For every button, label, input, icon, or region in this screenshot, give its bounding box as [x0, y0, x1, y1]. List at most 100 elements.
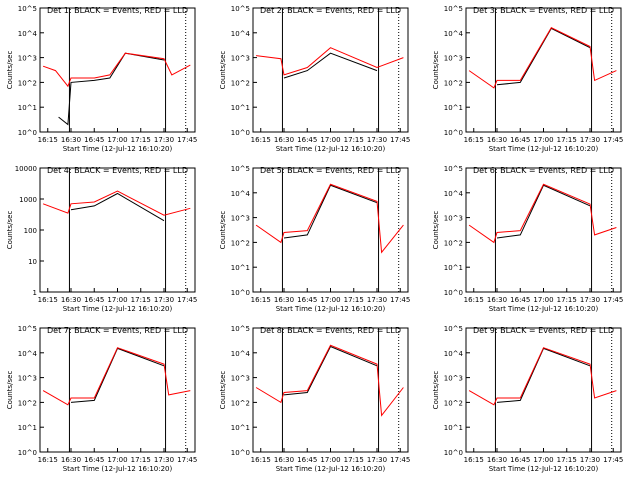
x-tick-label: 16:45: [84, 136, 104, 144]
y-tick-label: 10^1: [18, 424, 37, 432]
x-tick-label: 16:30: [487, 456, 507, 464]
x-axis-label: Start Time (12-Jul-12 16:10:20): [276, 305, 386, 313]
x-tick-label: 17:15: [131, 136, 151, 144]
series-lld-line: [255, 183, 404, 254]
y-tick-label: 1: [33, 289, 37, 297]
x-tick-label: 17:00: [107, 296, 127, 304]
panel-det-3: Det 3: BLACK = Events, RED = LLD Counts/s…: [432, 5, 623, 153]
x-tick-label: 17:15: [344, 456, 364, 464]
x-tick-label: 17:15: [131, 296, 151, 304]
series-lld-line: [468, 27, 617, 89]
y-axis-label: Counts/sec: [432, 211, 440, 250]
panel-det-9: Det 9: BLACK = Events, RED = LLD Counts/s…: [432, 325, 623, 473]
y-tick-label: 10^2: [231, 399, 250, 407]
x-tick-label: 16:15: [464, 296, 484, 304]
y-tick-label: 10^1: [444, 424, 463, 432]
panel-det-1: Det 1: BLACK = Events, RED = LLD Counts/s…: [6, 5, 197, 153]
x-axis-label: Start Time (12-Jul-12 16:10:20): [489, 465, 599, 473]
y-tick-label: 10^0: [444, 449, 463, 457]
x-tick-label: 17:45: [390, 296, 410, 304]
y-tick-label: 10^2: [231, 239, 250, 247]
series-events-line: [283, 184, 378, 239]
y-tick-label: 10^1: [444, 104, 463, 112]
series-events-line: [496, 27, 591, 86]
y-axis-label: Counts/sec: [6, 371, 14, 410]
y-tick-label: 10^4: [444, 350, 464, 358]
y-tick-label: 1000: [19, 196, 37, 204]
y-tick-label: 10^5: [444, 165, 463, 173]
x-tick-label: 17:00: [533, 136, 553, 144]
x-tick-label: 17:30: [367, 136, 387, 144]
series-lld-line: [42, 347, 191, 406]
x-axis-label: Start Time (12-Jul-12 16:10:20): [489, 305, 599, 313]
y-tick-label: 10^2: [444, 399, 463, 407]
x-tick-label: 16:45: [84, 296, 104, 304]
x-tick-label: 16:45: [297, 456, 317, 464]
x-tick-label: 17:45: [177, 456, 197, 464]
series-lld-line: [42, 190, 191, 216]
series-events-line: [283, 345, 378, 396]
x-axis-label: Start Time (12-Jul-12 16:10:20): [63, 305, 173, 313]
x-axis-label: Start Time (12-Jul-12 16:10:20): [276, 145, 386, 153]
x-tick-label: 17:00: [107, 456, 127, 464]
y-tick-label: 10^2: [18, 399, 37, 407]
x-tick-label: 17:45: [390, 136, 410, 144]
x-tick-label: 16:15: [251, 296, 271, 304]
y-tick-label: 10^3: [18, 375, 37, 383]
y-tick-label: 10^4: [18, 350, 38, 358]
panel-title: Det 6: BLACK = Events, RED = LLD: [473, 166, 614, 175]
x-tick-label: 17:30: [367, 456, 387, 464]
plot-frame: [39, 7, 196, 133]
y-axis-label: Counts/sec: [219, 51, 227, 90]
x-tick-label: 16:30: [61, 456, 81, 464]
x-tick-label: 17:45: [177, 136, 197, 144]
panel-det-6: Det 6: BLACK = Events, RED = LLD Counts/s…: [432, 165, 623, 313]
x-tick-label: 17:45: [177, 296, 197, 304]
panel-title: Det 3: BLACK = Events, RED = LLD: [473, 6, 614, 15]
x-tick-label: 17:00: [533, 296, 553, 304]
y-tick-label: 10^1: [231, 424, 250, 432]
x-tick-label: 17:15: [557, 456, 577, 464]
y-tick-label: 10^5: [18, 5, 37, 13]
x-tick-label: 17:00: [533, 456, 553, 464]
panel-title: Det 7: BLACK = Events, RED = LLD: [47, 326, 188, 335]
y-tick-label: 10^2: [444, 79, 463, 87]
x-tick-label: 17:30: [154, 136, 174, 144]
x-tick-label: 16:15: [38, 136, 58, 144]
series-lld-line: [255, 344, 404, 417]
x-tick-label: 17:00: [320, 296, 340, 304]
x-tick-label: 16:45: [84, 456, 104, 464]
x-axis-label: Start Time (12-Jul-12 16:10:20): [489, 145, 599, 153]
x-tick-label: 16:15: [464, 456, 484, 464]
y-tick-label: 10^5: [231, 165, 250, 173]
y-tick-label: 10^3: [231, 375, 250, 383]
y-tick-label: 10^1: [444, 264, 463, 272]
x-tick-label: 16:30: [274, 296, 294, 304]
y-tick-label: 10^0: [231, 289, 250, 297]
plot-frame: [465, 167, 622, 293]
y-tick-label: 10^0: [18, 449, 37, 457]
x-tick-label: 16:15: [38, 456, 58, 464]
y-tick-label: 10^4: [231, 30, 251, 38]
y-tick-label: 10^0: [18, 129, 37, 137]
y-tick-label: 10^4: [444, 30, 464, 38]
series-events-line: [496, 184, 591, 239]
y-tick-label: 10^4: [18, 30, 38, 38]
x-tick-label: 16:45: [297, 296, 317, 304]
x-tick-label: 16:15: [251, 136, 271, 144]
y-tick-label: 10^3: [231, 215, 250, 223]
panel-det-2: Det 2: BLACK = Events, RED = LLD Counts/s…: [219, 5, 410, 153]
x-tick-label: 16:45: [510, 296, 530, 304]
x-tick-label: 17:45: [390, 456, 410, 464]
x-tick-label: 17:15: [344, 136, 364, 144]
y-axis-label: Counts/sec: [432, 371, 440, 410]
y-tick-label: 10^3: [18, 55, 37, 63]
y-tick-label: 10^2: [231, 79, 250, 87]
series-lld-line: [256, 47, 404, 76]
x-tick-label: 16:15: [464, 136, 484, 144]
plot-frame: [252, 167, 409, 293]
y-tick-label: 10^5: [231, 325, 250, 333]
y-tick-label: 10^4: [231, 190, 251, 198]
plot-frame: [252, 7, 409, 133]
